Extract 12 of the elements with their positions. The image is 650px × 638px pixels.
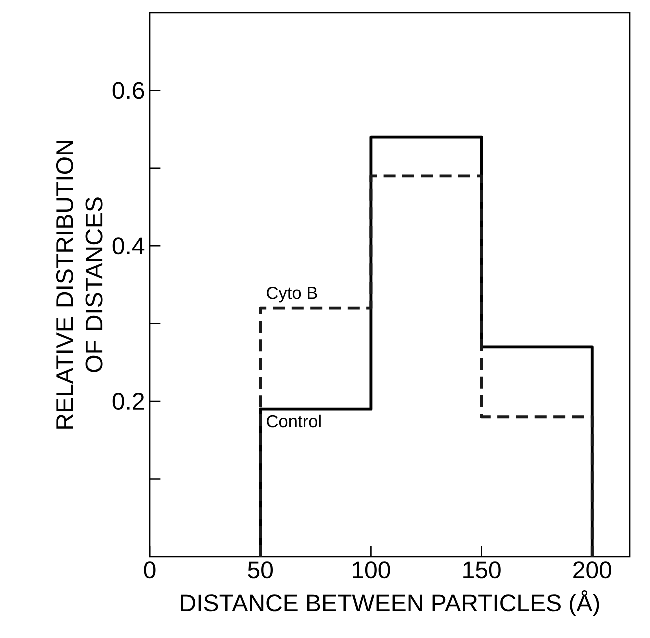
y-tick-label: 0.4 [112, 238, 145, 255]
x-tick-label: 50 [248, 562, 274, 579]
y-axis-title: RELATIVE DISTRIBUTION OF DISTANCES [56, 141, 103, 429]
y-tick-label: 0.2 [112, 393, 144, 410]
x-axis-title: DISTANCE BETWEEN PARTICLES (Å) [181, 590, 600, 616]
y-tick-label: 0.6 [112, 82, 144, 100]
x-tick-label: 100 [353, 562, 390, 579]
x-tick-label: 200 [574, 562, 612, 579]
series-label: Cyto B [267, 287, 318, 303]
series-label: Control [267, 414, 321, 428]
x-tick-label: 150 [464, 562, 501, 579]
x-tick-label: 0 [144, 562, 156, 579]
